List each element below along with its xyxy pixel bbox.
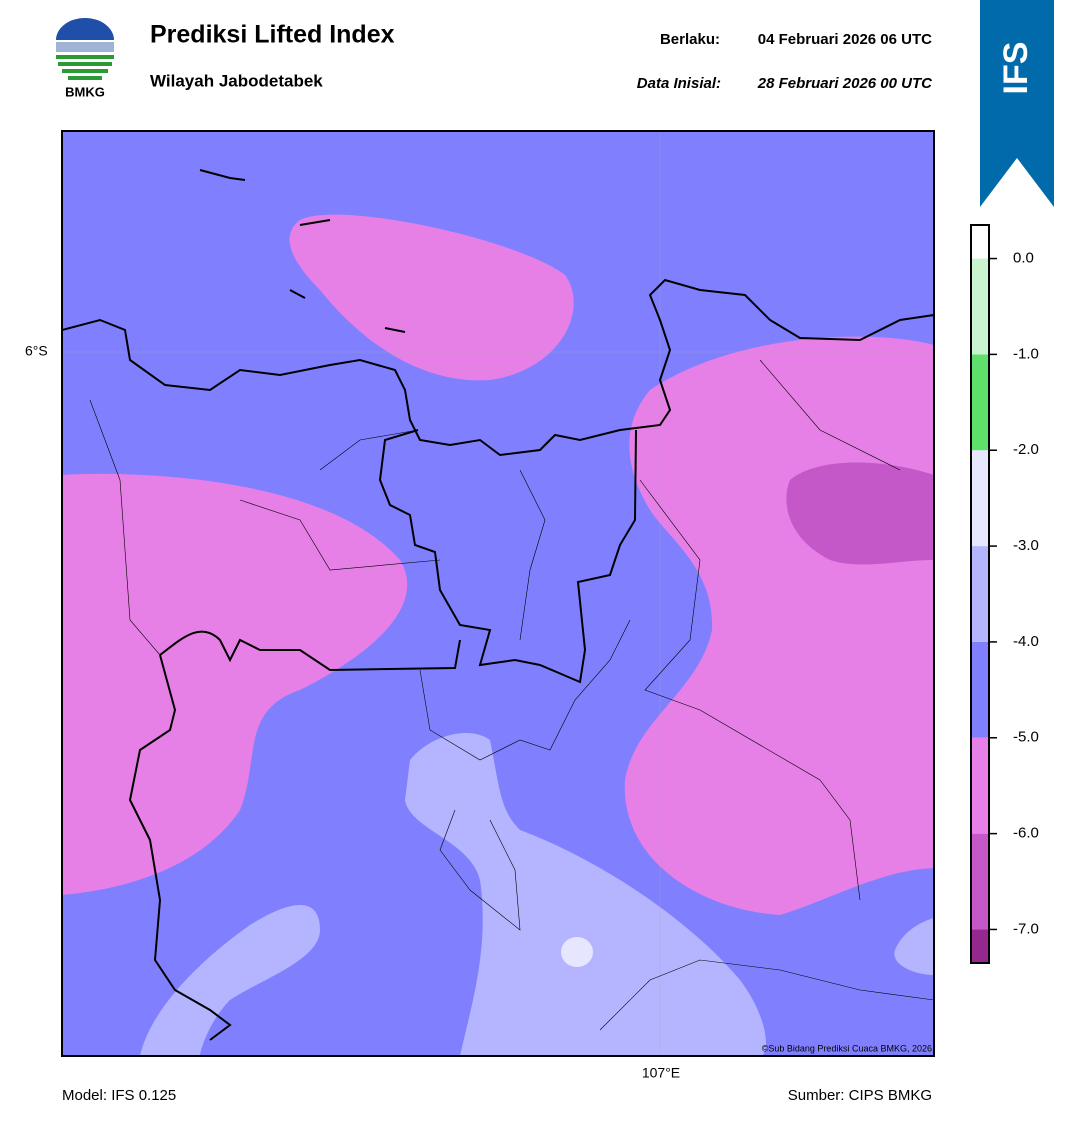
badge-text: IFS bbox=[997, 42, 1035, 95]
title: Prediksi Lifted Index bbox=[150, 21, 395, 49]
colorbar-segment bbox=[971, 450, 989, 547]
colorbar-segment bbox=[971, 641, 989, 738]
colorbar-frame bbox=[970, 224, 990, 964]
colorbar-tick-label: -7.0 bbox=[1013, 920, 1039, 937]
colorbar-tick-label: -2.0 bbox=[1013, 441, 1039, 458]
init-date: 28 Februari 2026 00 UTC bbox=[757, 75, 933, 92]
lat-label: 6°S bbox=[25, 343, 48, 359]
colorbar-segment bbox=[971, 833, 989, 930]
colorbar-segment bbox=[971, 225, 989, 259]
colorbar-segment bbox=[971, 354, 989, 451]
valid-label: Berlaku: bbox=[660, 31, 720, 48]
colorbar-tick-label: 0.0 bbox=[1013, 250, 1034, 267]
subtitle: Wilayah Jabodetabek bbox=[150, 71, 323, 90]
colorbar: 0.0 -1.0 -2.0 -3.0 -4.0 -5.0 -6.0 -7.0 bbox=[970, 224, 1039, 964]
credit: ©Sub Bidang Prediksi Cuaca BMKG, 2026 bbox=[762, 1043, 932, 1053]
logo: BMKG bbox=[56, 18, 114, 99]
source: Sumber: CIPS BMKG bbox=[788, 1087, 932, 1104]
colorbar-tick-label: -1.0 bbox=[1013, 345, 1039, 362]
colorbar-segment bbox=[971, 929, 989, 963]
init-label: Data Inisial: bbox=[637, 75, 721, 92]
model: Model: IFS 0.125 bbox=[62, 1087, 176, 1104]
colorbar-tick-label: -4.0 bbox=[1013, 633, 1039, 650]
colorbar-segment bbox=[971, 258, 989, 355]
colorbar-segment bbox=[971, 737, 989, 834]
map-field bbox=[62, 131, 934, 1056]
lon-label: 107°E bbox=[642, 1065, 680, 1081]
colorbar-tick-label: -5.0 bbox=[1013, 729, 1039, 746]
valid-date: 04 Februari 2026 06 UTC bbox=[758, 31, 932, 48]
logo-text: BMKG bbox=[65, 84, 105, 99]
map-frame bbox=[61, 130, 935, 1057]
colorbar-tick-label: -6.0 bbox=[1013, 825, 1039, 842]
colorbar-tick-label: -3.0 bbox=[1013, 537, 1039, 554]
badge bbox=[980, 0, 1054, 207]
colorbar-segment bbox=[971, 546, 989, 642]
